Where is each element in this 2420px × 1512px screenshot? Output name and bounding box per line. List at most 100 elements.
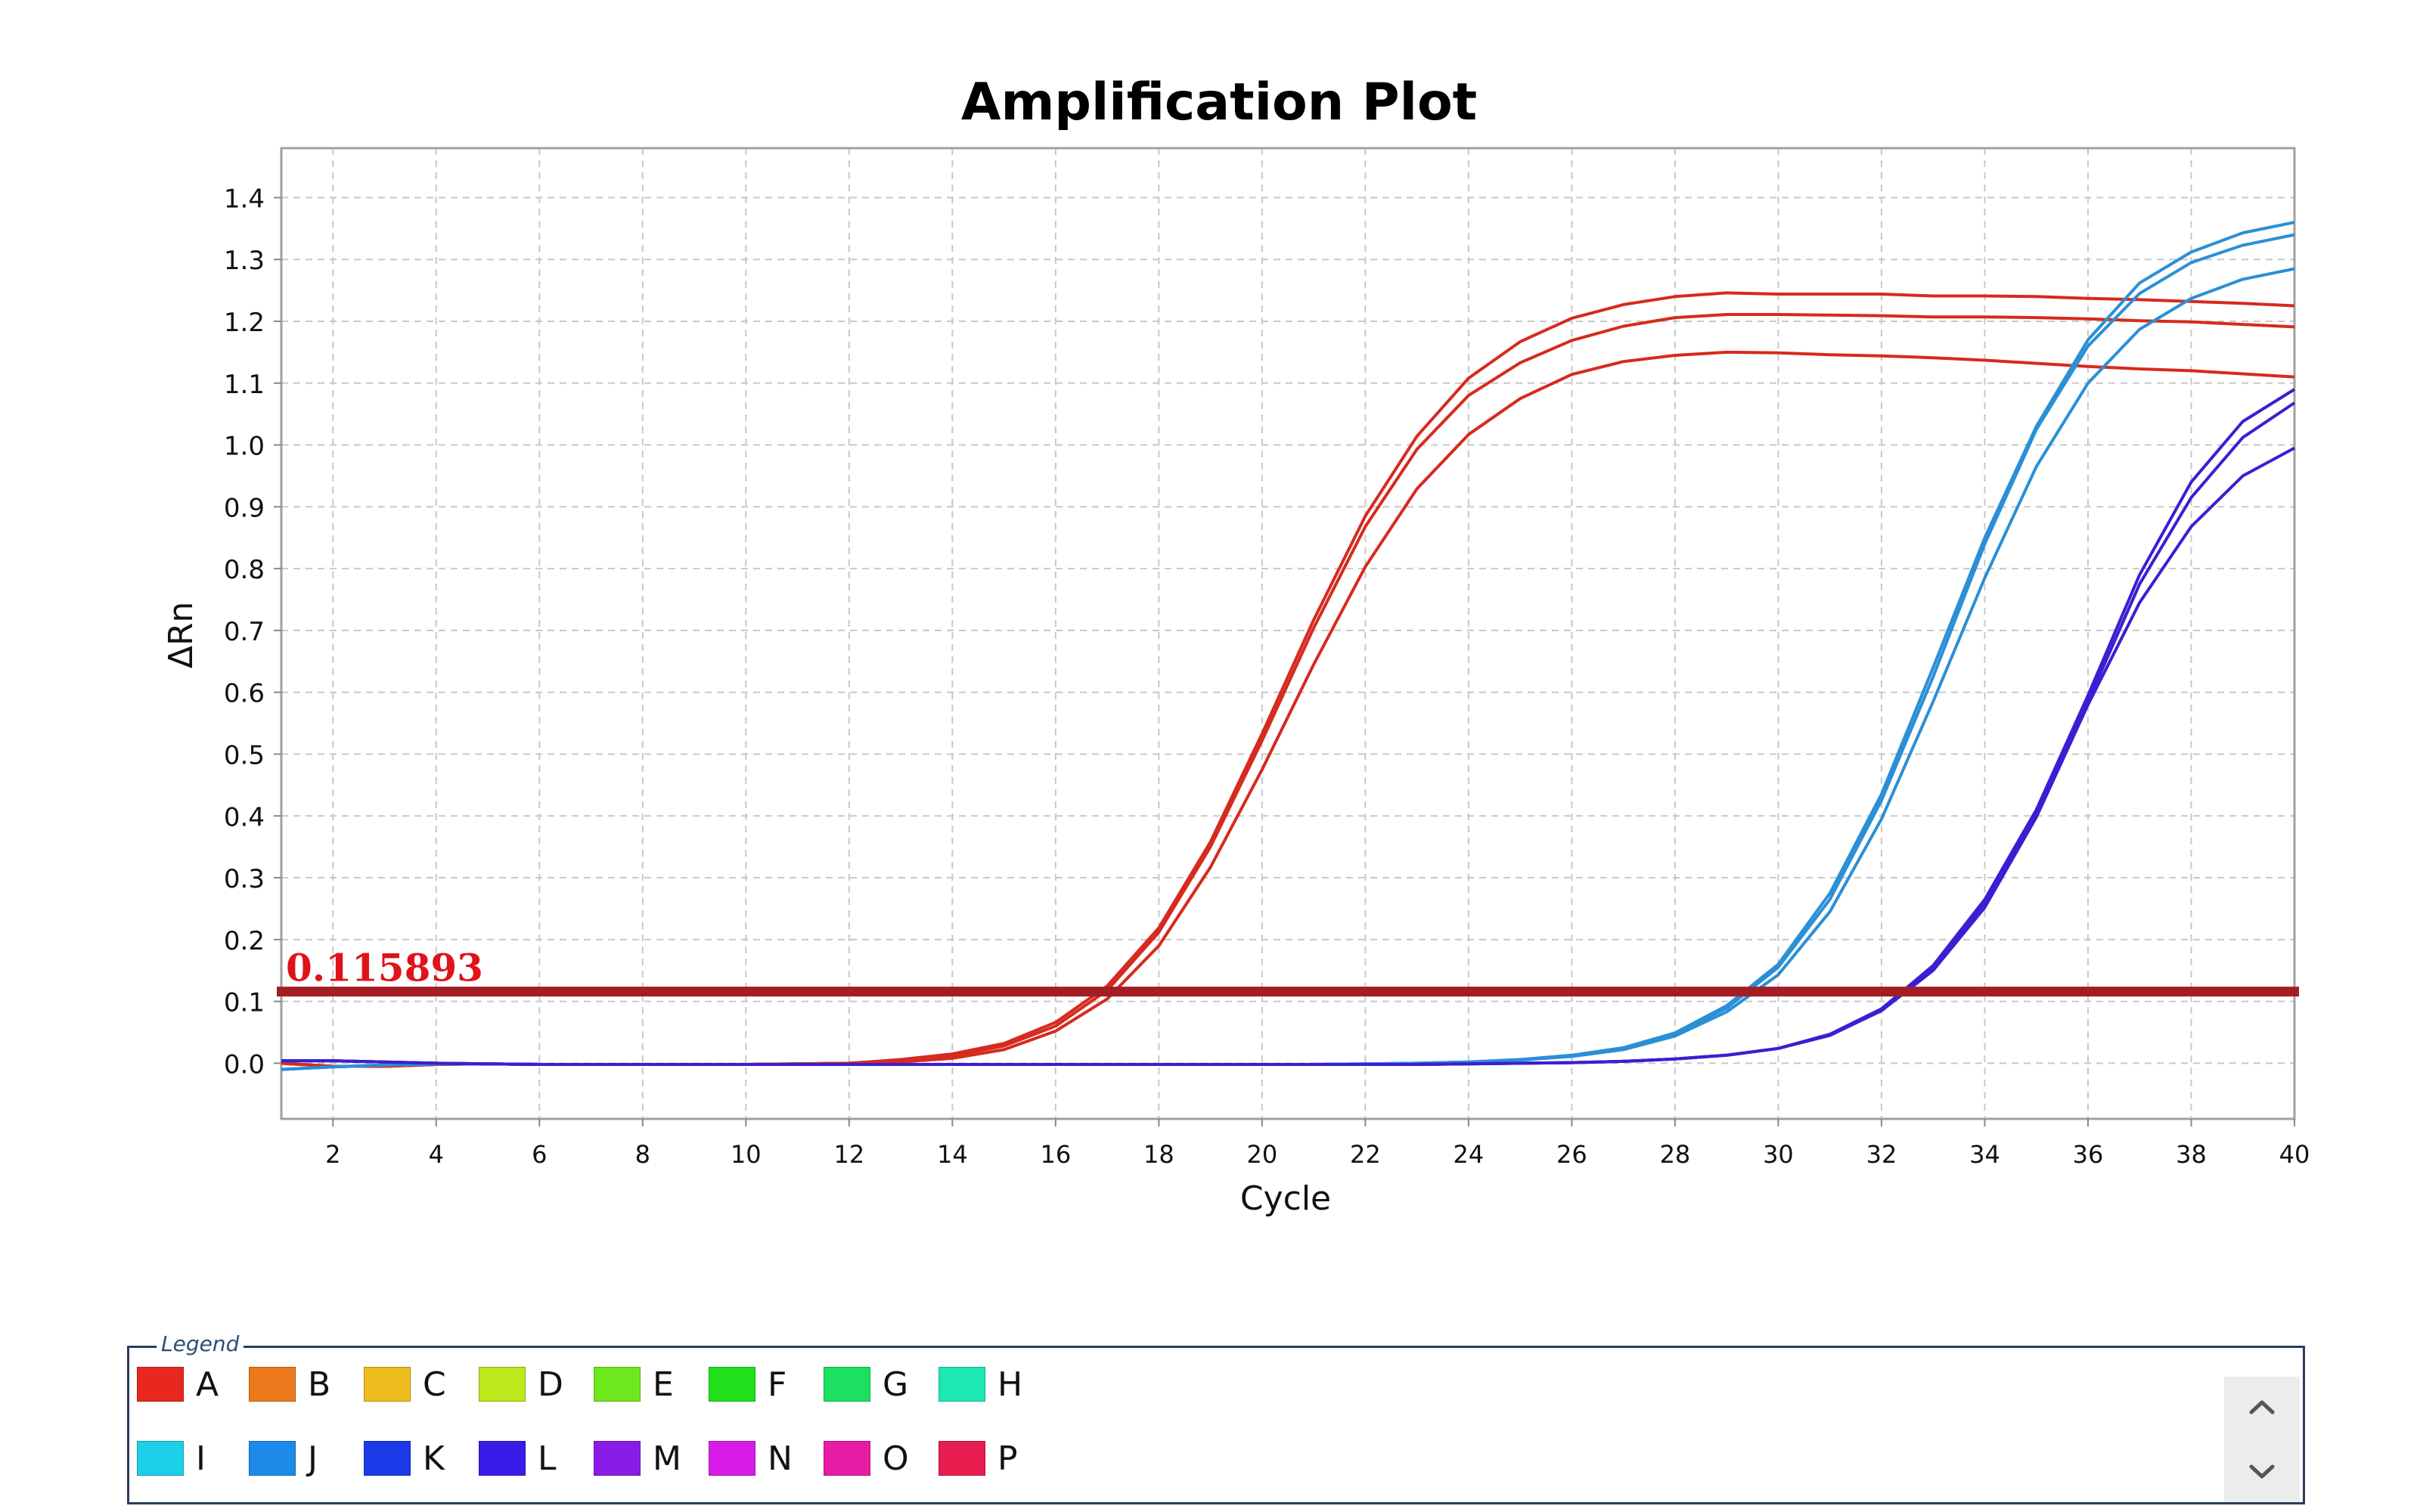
y-tick-label: 1.0 bbox=[224, 432, 265, 462]
amplification-curve-6[interactable] bbox=[281, 267, 2295, 1071]
y-tick-label: 0.1 bbox=[224, 988, 265, 1018]
legend-item-c[interactable]: C bbox=[364, 1362, 446, 1407]
plot-area bbox=[280, 147, 2296, 1120]
legend-swatch bbox=[364, 1441, 411, 1476]
y-axis-label: ΔRn bbox=[162, 602, 200, 669]
x-tick-label: 26 bbox=[1556, 1140, 1587, 1169]
y-tick-label: 0.9 bbox=[224, 493, 265, 523]
amplification-curve-4[interactable] bbox=[281, 221, 2295, 1071]
legend-title: Legend bbox=[157, 1331, 244, 1356]
legend-item-k[interactable]: K bbox=[364, 1436, 445, 1481]
x-tick-label: 14 bbox=[937, 1140, 968, 1169]
x-tick-label: 36 bbox=[2073, 1140, 2104, 1169]
x-tick-label: 38 bbox=[2176, 1140, 2207, 1169]
x-tick-label: 30 bbox=[1763, 1140, 1794, 1169]
amplification-curve-3[interactable] bbox=[281, 350, 2295, 1068]
x-tick-label: 6 bbox=[532, 1140, 547, 1169]
legend-label: J bbox=[308, 1439, 318, 1478]
legend-label: K bbox=[423, 1439, 445, 1478]
legend-label: G bbox=[883, 1365, 909, 1404]
x-tick-label: 18 bbox=[1143, 1140, 1174, 1169]
y-tick-label: 0.2 bbox=[224, 926, 265, 956]
x-tick-label: 40 bbox=[2279, 1140, 2310, 1169]
legend-item-m[interactable]: M bbox=[594, 1436, 681, 1481]
x-tick-label: 10 bbox=[731, 1140, 762, 1169]
legend-swatch bbox=[249, 1441, 296, 1476]
legend-swatch bbox=[594, 1367, 641, 1402]
x-tick-label: 22 bbox=[1350, 1140, 1381, 1169]
legend-item-f[interactable]: F bbox=[709, 1362, 786, 1407]
legend-swatch bbox=[137, 1367, 184, 1402]
x-tick-label: 12 bbox=[833, 1140, 864, 1169]
legend-label: E bbox=[653, 1365, 674, 1404]
y-tick-label: 0.3 bbox=[224, 864, 265, 894]
legend-item-d[interactable]: D bbox=[479, 1362, 563, 1407]
legend-swatch bbox=[709, 1441, 755, 1476]
y-tick-label: 1.3 bbox=[224, 246, 265, 276]
x-tick-label: 2 bbox=[325, 1140, 340, 1169]
legend-item-e[interactable]: E bbox=[594, 1362, 674, 1407]
x-tick-label: 24 bbox=[1454, 1140, 1485, 1169]
legend-scroll-up-button[interactable] bbox=[2224, 1377, 2300, 1437]
chevron-down-icon bbox=[2249, 1464, 2275, 1479]
legend-item-o[interactable]: O bbox=[824, 1436, 909, 1481]
x-tick-label: 8 bbox=[635, 1140, 650, 1169]
x-tick-label: 4 bbox=[429, 1140, 444, 1169]
legend-label: A bbox=[196, 1365, 219, 1404]
amplification-curve-9[interactable] bbox=[281, 446, 2295, 1066]
y-tick-label: 0.5 bbox=[224, 740, 265, 770]
legend-label: C bbox=[423, 1365, 446, 1404]
legend-swatch bbox=[939, 1367, 985, 1402]
y-tick-label: 1.1 bbox=[224, 370, 265, 400]
y-axis: 0.0 0.1 0.2 0.3 0.4 0.5 0.6 0.7 0.8 0.9 1.0 1.1 1.2 1… bbox=[224, 184, 281, 1080]
y-tick-label: 1.2 bbox=[224, 308, 265, 338]
x-tick-label: 16 bbox=[1040, 1140, 1071, 1169]
x-tick-label: 32 bbox=[1866, 1140, 1897, 1169]
amplification-curve-8[interactable] bbox=[281, 401, 2296, 1066]
legend-item-j[interactable]: J bbox=[249, 1436, 318, 1481]
y-tick-label: 0.7 bbox=[224, 617, 265, 647]
legend-panel: Legend A B C D E F G H I J K L M N O P bbox=[127, 1331, 2305, 1504]
legend-label: B bbox=[308, 1365, 331, 1404]
threshold-label: 0.115893 bbox=[286, 946, 483, 990]
legend-swatch bbox=[137, 1441, 184, 1476]
y-tick-label: 1.4 bbox=[224, 184, 265, 214]
y-tick-label: 0.6 bbox=[224, 679, 265, 709]
x-axis-label: Cycle bbox=[1240, 1179, 1331, 1218]
legend-label: I bbox=[196, 1439, 206, 1478]
legend-swatch bbox=[939, 1441, 985, 1476]
legend-label: O bbox=[883, 1439, 909, 1478]
amplification-curve-2[interactable] bbox=[281, 313, 2295, 1068]
legend-item-g[interactable]: G bbox=[824, 1362, 908, 1407]
x-tick-label: 20 bbox=[1247, 1140, 1278, 1169]
legend-item-p[interactable]: P bbox=[939, 1436, 1018, 1481]
legend-scroll-down-button[interactable] bbox=[2224, 1442, 2300, 1502]
legend-swatch bbox=[479, 1367, 526, 1402]
legend-label: F bbox=[768, 1365, 787, 1404]
legend-item-a[interactable]: A bbox=[137, 1362, 219, 1407]
legend-swatch bbox=[709, 1367, 755, 1402]
amplification-curve-7[interactable] bbox=[281, 388, 2296, 1066]
legend-label: P bbox=[997, 1439, 1018, 1478]
legend-label: H bbox=[997, 1365, 1023, 1404]
y-tick-label: 0.4 bbox=[224, 802, 265, 832]
legend-item-n[interactable]: N bbox=[709, 1436, 793, 1481]
y-tick-label: 0.8 bbox=[224, 555, 265, 585]
legend-item-l[interactable]: L bbox=[479, 1436, 557, 1481]
legend-swatch bbox=[364, 1367, 411, 1402]
y-tick-label: 0.0 bbox=[224, 1049, 265, 1080]
amplification-plot: Amplification Plot 0.0 0.1 0.2 0.3 0.4 0.5 0.6… bbox=[162, 73, 2310, 1218]
legend-item-i[interactable]: I bbox=[137, 1436, 206, 1481]
x-tick-label: 28 bbox=[1660, 1140, 1691, 1169]
grid bbox=[281, 148, 2295, 1119]
legend-label: N bbox=[768, 1439, 793, 1478]
legend-scrollbar[interactable] bbox=[2224, 1377, 2300, 1502]
legend-item-h[interactable]: H bbox=[939, 1362, 1022, 1407]
legend-label: D bbox=[538, 1365, 563, 1404]
legend-label: L bbox=[538, 1439, 557, 1478]
legend-item-b[interactable]: B bbox=[249, 1362, 330, 1407]
amplification-curve-1[interactable] bbox=[281, 291, 2295, 1068]
series-lines bbox=[281, 221, 2296, 1071]
legend-swatch bbox=[824, 1367, 870, 1402]
chevron-up-icon bbox=[2249, 1400, 2275, 1414]
